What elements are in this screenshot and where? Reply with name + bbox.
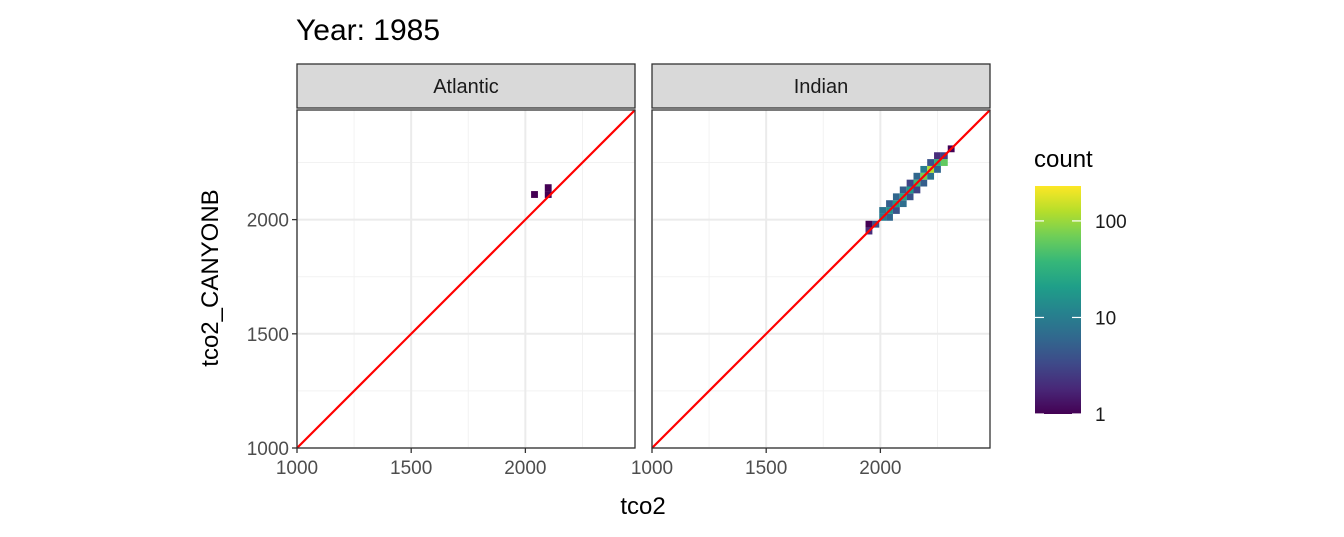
heatmap-bin — [913, 186, 921, 194]
facet-strip-label: Atlantic — [433, 76, 499, 98]
heatmap-bin — [920, 179, 928, 187]
x-tick-label: 1500 — [390, 458, 432, 479]
panel-indian: Indian 1000 1500 2000 — [631, 63, 991, 479]
heatmap-bin — [927, 159, 935, 166]
reference-line — [651, 109, 991, 449]
facet-strip — [296, 63, 636, 109]
legend-colorbar — [1035, 186, 1081, 414]
heatmap-bin — [934, 165, 941, 173]
x-tick-label: 2000 — [504, 458, 546, 479]
heatmap-bin — [906, 179, 914, 187]
heatmap-bin — [886, 200, 893, 208]
chart-title: Year: 1985 — [296, 14, 440, 47]
heatmap-bin — [899, 186, 907, 194]
heatmap-bin — [892, 193, 900, 201]
heatmap-bin — [865, 220, 873, 228]
x-axis-title: tco2 — [620, 493, 665, 520]
x-tick-label: 1500 — [745, 458, 787, 479]
x-tick-label: 1000 — [276, 458, 318, 479]
y-tick-label: 1000 — [247, 439, 289, 460]
reference-line — [296, 109, 636, 449]
heatmap-bin — [879, 207, 887, 214]
heatmap-bin — [544, 184, 552, 192]
facet-strip — [651, 63, 991, 109]
legend-tick-label: 100 — [1095, 212, 1127, 233]
heatmap-bin — [886, 213, 893, 221]
y-axis: 1000 1500 2000 — [247, 211, 297, 460]
facet-strip-label: Indian — [794, 76, 849, 98]
legend-tick-label: 10 — [1095, 308, 1116, 329]
x-tick-label: 2000 — [859, 458, 901, 479]
heatmap-bin — [920, 165, 928, 173]
heatmap-bin — [913, 172, 921, 180]
heatmap-bin — [892, 207, 900, 214]
panels-layer: Atlantic 1000 1500 2000 Indian 1000 1500 2000 — [276, 63, 991, 479]
heatmap-bin — [531, 191, 538, 198]
y-tick-label: 1500 — [247, 325, 289, 346]
heatmap-bin — [927, 172, 935, 180]
y-axis-title: tco2_CANYONB — [197, 189, 224, 366]
panel-border — [651, 109, 991, 449]
color-legend: count 1 10 100 — [1034, 146, 1127, 426]
heatmap-bins — [531, 184, 552, 198]
legend-title: count — [1034, 146, 1093, 173]
heatmap-bin — [940, 159, 948, 166]
heatmap-bin — [544, 191, 552, 198]
heatmap-bin — [906, 193, 914, 201]
heatmap-bin — [934, 152, 941, 160]
legend-tick-label: 1 — [1095, 405, 1106, 426]
x-tick-label: 1000 — [631, 458, 673, 479]
heatmap-bin — [899, 200, 907, 208]
y-tick-label: 2000 — [247, 211, 289, 232]
panel-border — [296, 109, 636, 449]
panel-atlantic: Atlantic 1000 1500 2000 — [276, 63, 636, 479]
